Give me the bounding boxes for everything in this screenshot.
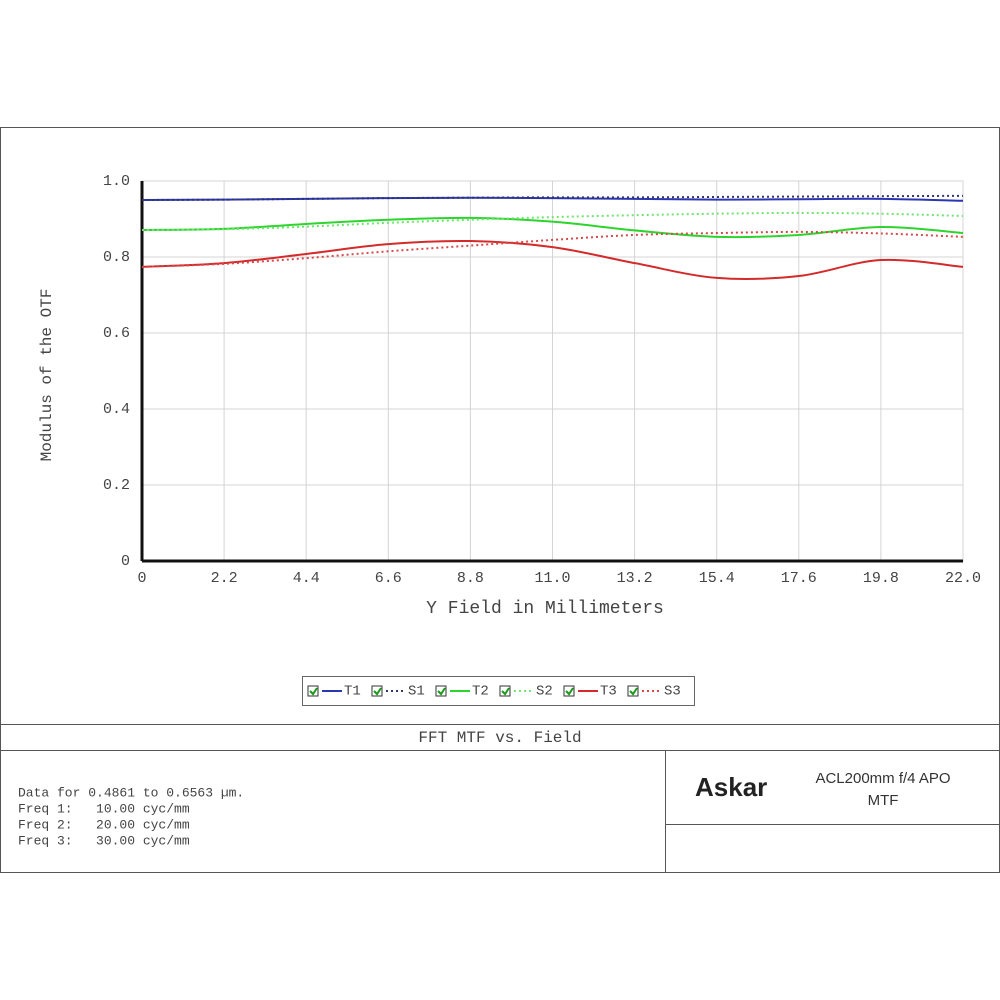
x-tick-label: 19.8 xyxy=(863,570,899,587)
series-line xyxy=(141,211,964,232)
x-tick-label: 11.0 xyxy=(534,570,570,587)
series-line xyxy=(141,194,964,201)
y-tick-label: 0 xyxy=(121,553,130,570)
y-tick-label: 0.6 xyxy=(103,325,130,342)
legend-checkbox xyxy=(371,685,383,697)
legend-label: T2 xyxy=(472,684,489,700)
legend-check xyxy=(437,687,446,696)
legend-checkbox xyxy=(627,685,639,697)
legend-label: T1 xyxy=(344,684,361,700)
x-tick-label: 17.6 xyxy=(781,570,817,587)
series-line xyxy=(141,216,964,239)
legend-check xyxy=(501,687,510,696)
note: Freq 3: 30.00 cyc/mm xyxy=(18,833,190,848)
legend-label: T3 xyxy=(600,684,617,700)
x-tick-label: 13.2 xyxy=(617,570,653,587)
series-line xyxy=(141,239,964,281)
x-tick-label: 0 xyxy=(137,570,146,587)
y-axis-label: Modulus of the OTF xyxy=(38,289,56,462)
note: Data for 0.4861 to 0.6563 µm. xyxy=(18,785,244,800)
x-tick-label: 22.0 xyxy=(945,570,981,587)
x-tick-label: 2.2 xyxy=(211,570,238,587)
legend-checkbox xyxy=(307,685,319,697)
brand-logo: Askar xyxy=(695,772,767,802)
legend-check xyxy=(309,687,318,696)
note: Freq 1: 10.00 cyc/mm xyxy=(18,801,190,816)
x-tick-label: 4.4 xyxy=(293,570,320,587)
legend-check xyxy=(629,687,638,696)
legend-check xyxy=(373,687,382,696)
x-tick-label: 8.8 xyxy=(457,570,484,587)
legend-checkbox xyxy=(563,685,575,697)
report-subtitle: MTF xyxy=(868,792,899,809)
legend-label: S2 xyxy=(536,684,553,700)
x-tick-label: 6.6 xyxy=(375,570,402,587)
x-axis-label: Y Field in Millimeters xyxy=(426,599,664,619)
legend-checkbox xyxy=(435,685,447,697)
product-name: ACL200mm f/4 APO xyxy=(815,770,950,787)
legend-label: S1 xyxy=(408,684,425,700)
x-tick-label: 15.4 xyxy=(699,570,735,587)
legend-label: S3 xyxy=(664,684,681,700)
y-tick-label: 0.2 xyxy=(103,477,130,494)
y-tick-label: 1.0 xyxy=(103,173,130,190)
y-tick-label: 0.8 xyxy=(103,249,130,266)
note: Freq 2: 20.00 cyc/mm xyxy=(18,817,190,832)
legend-check xyxy=(565,687,574,696)
legend-checkbox xyxy=(499,685,511,697)
y-tick-label: 0.4 xyxy=(103,401,130,418)
series-line xyxy=(141,230,964,268)
chart-title: FFT MTF vs. Field xyxy=(418,729,581,747)
